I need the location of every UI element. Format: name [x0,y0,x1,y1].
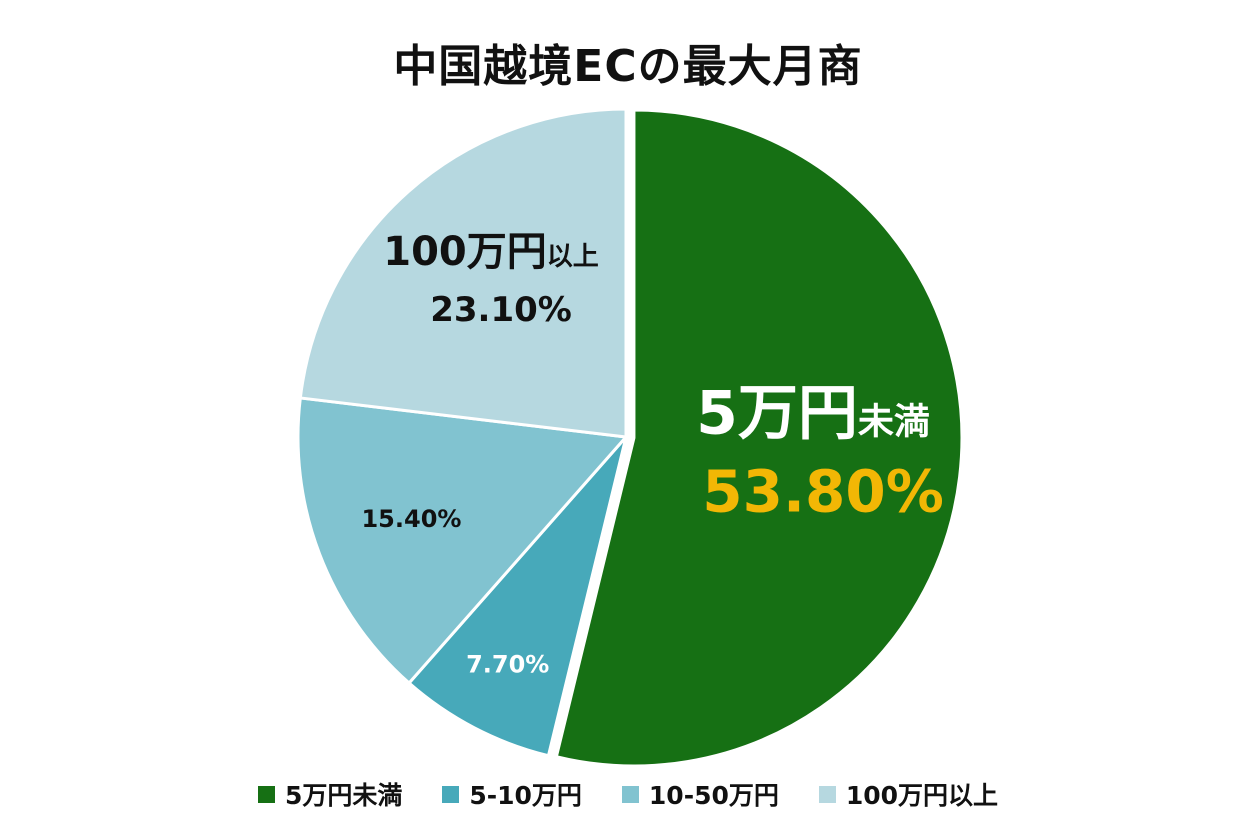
slice-category-label-4: 100万円以上 [383,229,599,275]
pie-slice-2 [407,435,628,758]
legend-label-4: 100万円以上 [845,781,999,810]
legend-label-3: 10-50万円 [648,781,779,810]
pie-slice-4 [298,107,628,439]
slice-value-label-3: 15.40% [361,505,461,533]
legend-swatch-3 [621,785,639,803]
slice-value-label-1: 53.80% [702,458,944,526]
legend-label-2: 5-10万円 [469,781,582,810]
chart-title: 中国越境ECの最大月商 [393,41,863,92]
legend-item-4: 100万円以上 [818,776,999,812]
pie-slice-1 [554,108,964,768]
legend: 5万円未満 5-10万円 10-50万円 100万円以上 [0,776,1256,812]
slice-category-label-1: 5万円未満 [696,378,930,448]
legend-swatch-2 [442,785,460,803]
slice-value-label-4: 23.10% [430,290,572,330]
legend-swatch-1 [257,785,275,803]
slice-value-label-2: 7.70% [466,650,549,678]
legend-label-1: 5万円未満 [284,781,403,810]
legend-item-2: 5-10万円 [442,776,582,812]
legend-swatch-4 [818,785,836,803]
pie-slice-3 [296,396,628,685]
legend-item-3: 10-50万円 [621,776,779,812]
legend-item-1: 5万円未満 [257,776,403,812]
